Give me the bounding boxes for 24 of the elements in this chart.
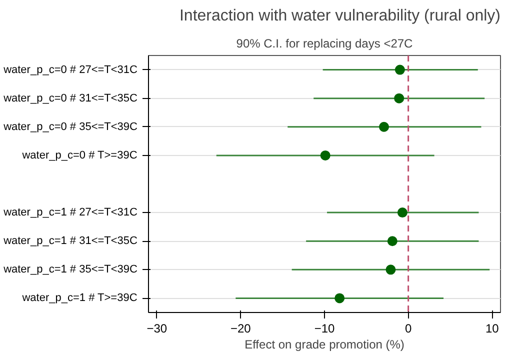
x-tick-label: −30 (146, 322, 168, 336)
chart-title: Interaction with water vulnerability (rural only) (179, 8, 500, 24)
y-tick-label: water_p_c=1 # 35<=T<39C (2, 264, 138, 276)
y-tick-label: water_p_c=1 # 27<=T<31C (2, 206, 138, 219)
point (334, 293, 345, 304)
y-tick-label: water_p_c=0 # T>=39C (21, 149, 138, 162)
point (320, 150, 330, 160)
x-axis-title: Effect on grade promotion (%) (244, 338, 404, 352)
x-tick-label: −10 (314, 322, 336, 336)
y-tick-label: water_p_c=0 # 31<=T<35C (2, 92, 138, 104)
point (397, 208, 408, 218)
y-tick-label: water_p_c=0 # 27<=T<31C (2, 64, 138, 76)
y-tick-label: water_p_c=1 # 31<=T<35C (2, 235, 138, 248)
point (386, 264, 396, 275)
point (394, 93, 404, 104)
y-tick-label: water_p_c=0 # 35<=T<39C (2, 120, 138, 133)
point (387, 236, 398, 246)
x-tick-label: 10 (485, 322, 500, 336)
point (394, 64, 405, 75)
y-tick-label: water_p_c=1 # T>=39C (21, 292, 138, 304)
chart-subtitle: 90% C.I. for replacing days <27C (236, 36, 414, 50)
x-tick-label: −20 (230, 322, 252, 336)
point (379, 122, 390, 132)
x-tick-label: 0 (404, 322, 412, 336)
